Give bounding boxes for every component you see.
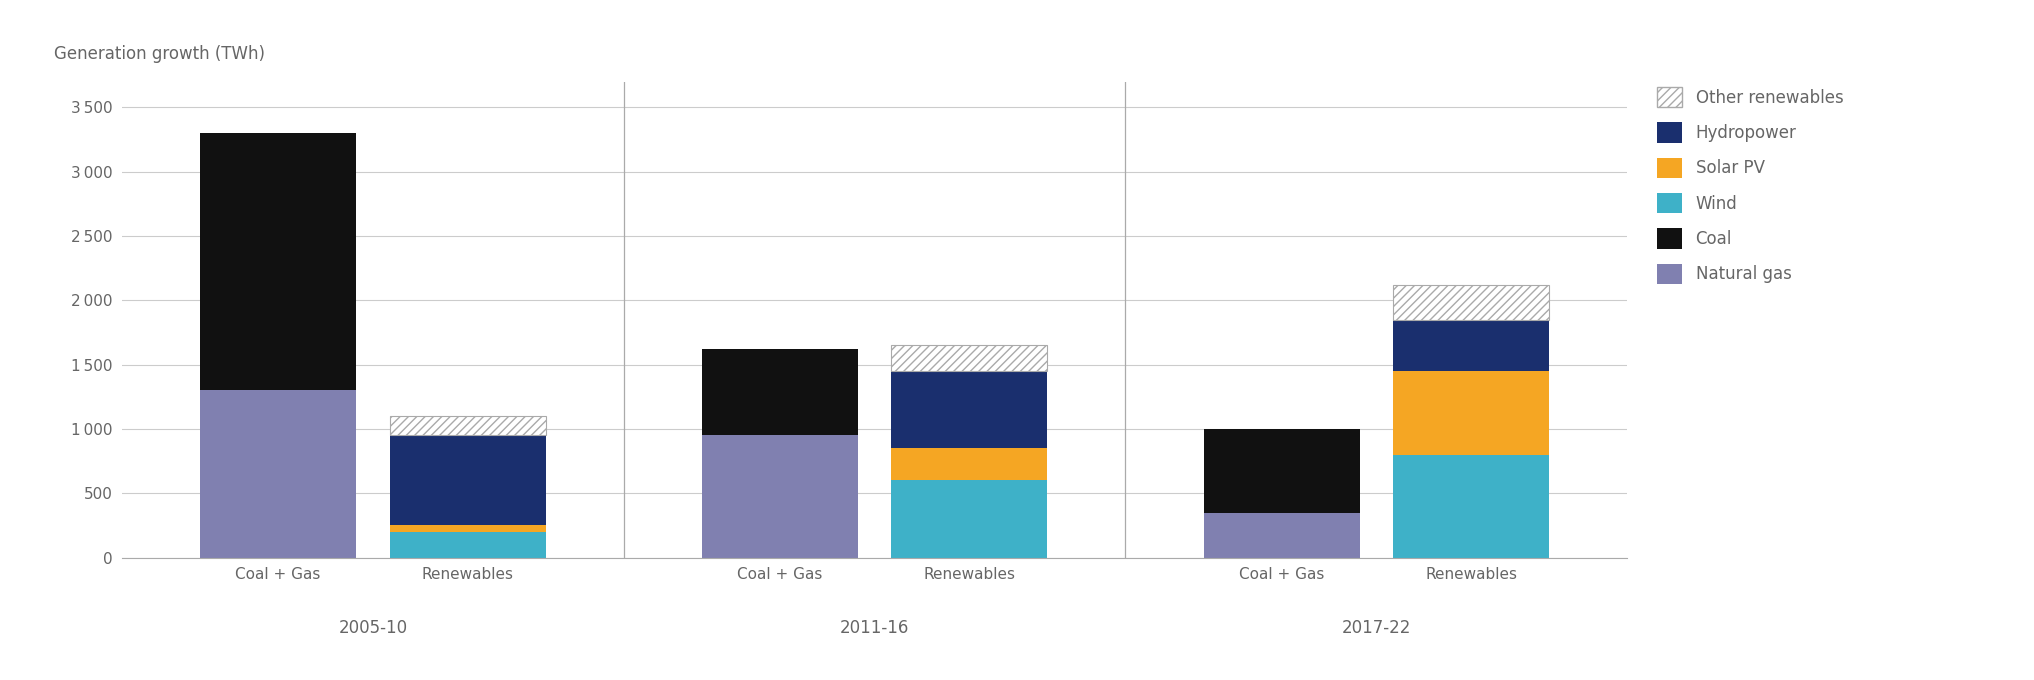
Bar <box>1393 285 1550 320</box>
Text: 2017-22: 2017-22 <box>1342 619 1412 637</box>
Bar <box>891 371 1048 448</box>
Bar <box>702 435 858 558</box>
Text: 2011-16: 2011-16 <box>840 619 909 637</box>
Bar <box>391 526 545 532</box>
Bar <box>891 448 1048 480</box>
Bar <box>199 133 356 390</box>
Bar <box>1204 513 1359 558</box>
Text: Generation growth (TWh): Generation growth (TWh) <box>55 45 264 63</box>
Bar <box>391 532 545 558</box>
Bar <box>891 345 1048 371</box>
Bar <box>391 435 545 526</box>
Legend: Other renewables, Hydropower, Solar PV, Wind, Coal, Natural gas: Other renewables, Hydropower, Solar PV, … <box>1650 80 1851 291</box>
Bar <box>391 416 545 435</box>
Bar <box>1393 371 1550 455</box>
Bar <box>1393 320 1550 371</box>
Text: 2005-10: 2005-10 <box>338 619 407 637</box>
Bar <box>702 350 858 435</box>
Bar <box>1204 429 1359 513</box>
Bar <box>199 390 356 558</box>
Bar <box>1393 455 1550 558</box>
Bar <box>891 480 1048 558</box>
